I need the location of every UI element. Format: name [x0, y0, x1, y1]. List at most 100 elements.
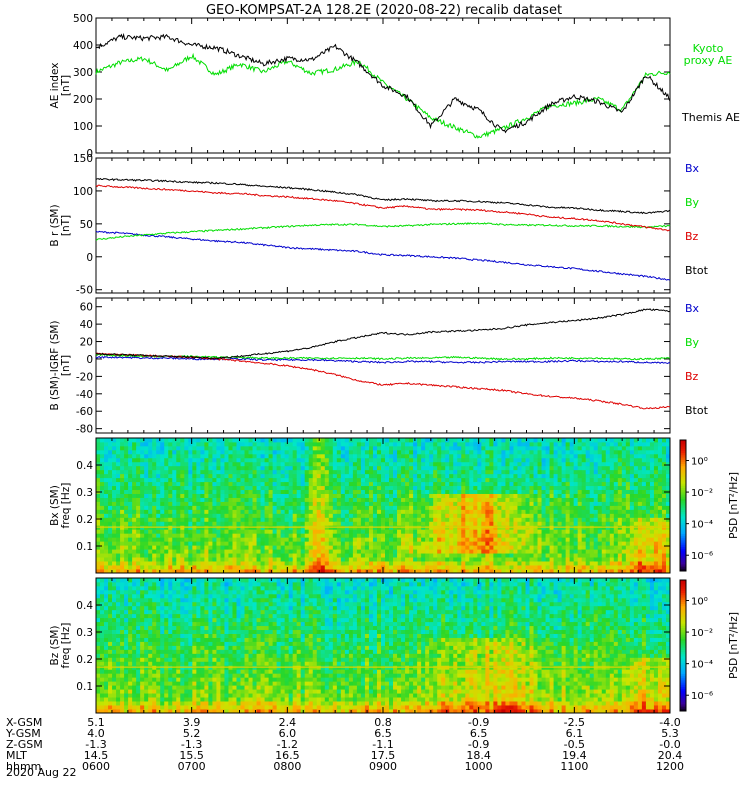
- spectrogram-cell: [348, 469, 354, 475]
- spectrogram-cell: [204, 469, 209, 475]
- spectrogram-cell: [200, 533, 205, 538]
- spectrogram-cell: [376, 521, 382, 526]
- spectrogram-cell: [401, 441, 406, 447]
- spectrogram-cell: [525, 561, 530, 566]
- spectrogram-cell: [252, 541, 257, 546]
- spectrogram-cell: [240, 561, 245, 566]
- spectrogram-cell: [537, 561, 542, 566]
- spectrogram-cell: [601, 445, 607, 451]
- spectrogram-cell: [288, 529, 294, 534]
- spectrogram-cell: [284, 485, 290, 491]
- spectrogram-cell: [240, 557, 245, 562]
- spectrogram-cell: [561, 533, 567, 538]
- spectrogram-cell: [641, 441, 647, 447]
- spectrogram-cell: [389, 517, 394, 522]
- spectrogram-cell: [204, 545, 209, 550]
- spectrogram-cell: [200, 557, 205, 562]
- spectrogram-cell: [260, 457, 265, 463]
- spectrogram-cell: [609, 529, 615, 534]
- spectrogram-cell: [409, 445, 414, 451]
- spectrogram-cell: [212, 565, 217, 570]
- spectrogram-cell: [240, 505, 245, 510]
- spectrogram-cell: [236, 537, 241, 542]
- spectrogram-cell: [529, 553, 534, 558]
- spectrogram-cell: [124, 493, 129, 498]
- spectrogram-cell: [304, 438, 310, 443]
- spectrogram-cell: [264, 477, 269, 483]
- spectrogram-cell: [140, 505, 145, 510]
- spectrogram-cell: [589, 449, 595, 455]
- spectrogram-cell: [192, 517, 197, 522]
- spectrogram-cell: [188, 477, 193, 483]
- spectrogram-cell: [469, 445, 474, 451]
- spectrogram-cell: [304, 565, 310, 570]
- spectrogram-cell: [449, 438, 454, 443]
- spectrogram-cell: [569, 473, 575, 479]
- spectrogram-cell: [368, 473, 374, 479]
- spectrogram-cell: [385, 549, 390, 554]
- spectrogram-cell: [292, 493, 298, 498]
- spectrogram-cell: [224, 449, 229, 455]
- spectrogram-cell: [376, 561, 382, 566]
- spectrogram-cell: [152, 553, 157, 558]
- spectrogram-cell: [513, 529, 518, 534]
- spectrogram-cell: [292, 517, 298, 522]
- spectrogram-cell: [380, 521, 386, 526]
- spectrogram-cell: [617, 501, 623, 506]
- spectrogram-cell: [296, 509, 302, 514]
- spectrogram-cell: [429, 505, 434, 510]
- spectrogram-cell: [308, 533, 314, 538]
- spectrogram-cell: [609, 469, 615, 475]
- spectrogram-cell: [276, 465, 282, 471]
- spectrogram-cell: [180, 438, 185, 443]
- spectrogram-cell: [513, 521, 518, 526]
- spectrogram-cell: [272, 457, 278, 463]
- spectrogram-cell: [537, 505, 542, 510]
- spectrogram-cell: [260, 553, 265, 558]
- spectrogram-cell: [645, 501, 651, 506]
- y-axis-label: [nT]: [60, 355, 72, 376]
- y-tick-label: 0: [86, 148, 93, 160]
- spectrogram-cell: [465, 477, 470, 483]
- spectrogram-cell: [104, 509, 109, 514]
- spectrogram-cell: [284, 529, 290, 534]
- spectrogram-cell: [188, 557, 193, 562]
- spectrogram-cell: [144, 481, 149, 487]
- spectrogram-cell: [208, 505, 213, 510]
- spectrogram-cell: [461, 441, 466, 447]
- spectrogram-cell: [152, 521, 157, 526]
- spectrogram-cell: [505, 465, 510, 471]
- spectrogram-cell: [513, 465, 518, 471]
- spectrogram-cell: [505, 453, 510, 459]
- spectrogram-cell: [629, 477, 635, 483]
- spectrogram-cell: [288, 541, 294, 546]
- spectrogram-cell: [493, 557, 498, 562]
- spectrogram-cell: [629, 569, 635, 574]
- y-tick-label: 100: [73, 186, 93, 198]
- spectrogram-cell: [176, 449, 181, 455]
- spectrogram-cell: [441, 441, 446, 447]
- spectrogram-cell: [376, 529, 382, 534]
- spectrogram-cell: [248, 481, 253, 487]
- spectrogram-cell: [557, 469, 563, 475]
- spectrogram-cell: [304, 469, 310, 475]
- spectrogram-cell: [589, 513, 595, 518]
- spectrogram-cell: [537, 549, 542, 554]
- spectrogram-cell: [529, 465, 534, 471]
- spectrogram-cell: [244, 493, 249, 498]
- spectrogram-cell: [192, 457, 197, 463]
- spectrogram-cell: [453, 449, 458, 455]
- spectrogram-cell: [100, 497, 105, 502]
- spectrogram-cell: [176, 521, 181, 526]
- spectrogram-cell: [561, 561, 567, 566]
- spectrogram-cell: [645, 557, 651, 562]
- spectrogram-cell: [148, 569, 153, 574]
- spectrogram-cell: [116, 465, 121, 471]
- spectrogram-cell: [136, 445, 141, 451]
- spectrogram-cell: [605, 545, 611, 550]
- spectrogram-cell: [633, 477, 639, 483]
- spectrogram-cell: [108, 505, 113, 510]
- spectrogram-cell: [465, 529, 470, 534]
- spectrogram-cell: [413, 461, 418, 467]
- spectrogram-cell: [513, 545, 518, 550]
